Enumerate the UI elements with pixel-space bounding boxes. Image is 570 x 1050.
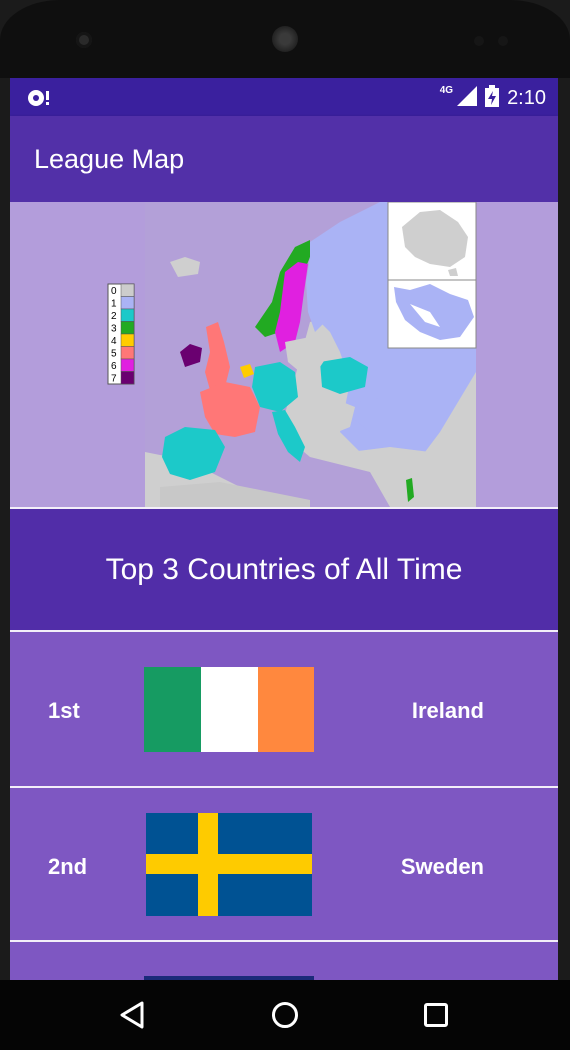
status-bar: 4G 2:10: [10, 78, 558, 116]
network-type: 4G: [440, 85, 453, 96]
light-sensor: [498, 36, 508, 46]
list-item[interactable]: 2nd Sweden: [10, 788, 558, 940]
back-icon[interactable]: [118, 1000, 146, 1035]
legend-label: 1: [111, 299, 117, 310]
map-legend: 0 1 2 3 4 5 6 7: [108, 284, 134, 385]
top-countries-header: Top 3 Countries of All Time: [10, 509, 558, 630]
legend-label: 5: [111, 349, 117, 360]
app-bar: League Map: [10, 116, 558, 202]
earpiece-speaker: [272, 26, 298, 52]
legend-label: 4: [111, 336, 117, 347]
europe-map-image: 0 1 2 3 4 5 6 7: [10, 202, 558, 507]
home-icon[interactable]: [270, 1000, 300, 1035]
legend-label: 6: [111, 361, 117, 372]
signal-icon: [457, 86, 477, 111]
list-item[interactable]: [10, 942, 558, 980]
list-item[interactable]: 1st Ireland: [10, 632, 558, 786]
sweden-flag-icon: [146, 813, 312, 916]
legend-label: 7: [111, 374, 117, 385]
section-title: Top 3 Countries of All Time: [106, 553, 463, 587]
front-camera: [76, 32, 92, 48]
clock: 2:10: [507, 87, 546, 110]
rank-label: 1st: [48, 698, 80, 724]
proximity-sensor: [474, 36, 484, 46]
legend-label: 0: [111, 286, 117, 297]
country-name: Ireland: [412, 698, 484, 724]
ireland-flag-icon: [144, 667, 314, 752]
league-map[interactable]: 0 1 2 3 4 5 6 7: [10, 202, 558, 507]
battery-icon: [485, 85, 499, 112]
device-bezel: [0, 0, 570, 78]
legend-label: 3: [111, 324, 117, 335]
app-screen: 4G 2:10 League Map: [10, 78, 558, 980]
recents-icon[interactable]: [423, 1000, 449, 1035]
notification-icon: [26, 88, 52, 113]
system-nav-bar: [0, 980, 570, 1050]
legend-label: 2: [111, 311, 117, 322]
rank-label: 2nd: [48, 854, 87, 880]
page-title: League Map: [34, 144, 184, 175]
country-name: Sweden: [401, 854, 484, 880]
